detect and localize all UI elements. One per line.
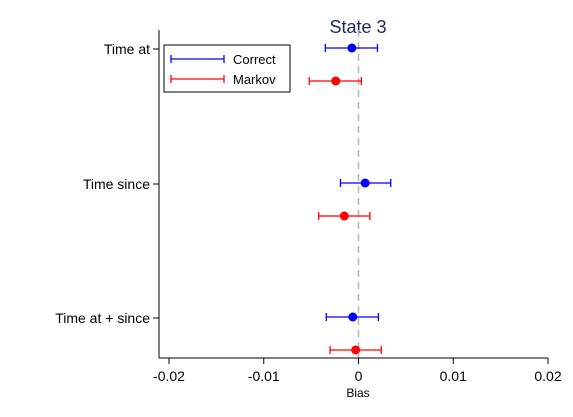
x-axis-title: Bias xyxy=(346,386,369,400)
x-tick-label-2: 0 xyxy=(355,368,363,384)
legend-box xyxy=(163,44,291,93)
legend: Correct Markov xyxy=(163,44,291,93)
y-axis-ticks: Time at Time since Time at + since xyxy=(55,41,159,326)
point-estimate-correct-0 xyxy=(347,43,357,53)
legend-label-markov: Markov xyxy=(233,72,276,87)
chart-title: State 3 xyxy=(329,17,386,37)
y-tick-label-1: Time since xyxy=(83,176,150,192)
x-tick-label-0: -0.02 xyxy=(153,368,185,384)
x-tick-label-4: 0.02 xyxy=(534,368,561,384)
point-estimate-correct-2 xyxy=(348,312,358,322)
x-tick-label-3: 0.01 xyxy=(440,368,467,384)
y-tick-label-2: Time at + since xyxy=(55,310,150,326)
point-estimate-markov-2 xyxy=(351,345,361,355)
point-estimate-markov-1 xyxy=(339,211,349,221)
y-tick-label-0: Time at xyxy=(104,41,150,57)
point-estimate-correct-1 xyxy=(360,178,370,188)
x-axis-ticks: -0.02 -0.01 0 0.01 0.02 xyxy=(153,358,562,384)
x-tick-label-1: -0.01 xyxy=(248,368,280,384)
legend-entries: Correct Markov xyxy=(170,52,276,87)
plot-area xyxy=(308,30,392,358)
point-estimate-markov-0 xyxy=(331,76,341,86)
legend-label-correct: Correct xyxy=(233,52,276,67)
